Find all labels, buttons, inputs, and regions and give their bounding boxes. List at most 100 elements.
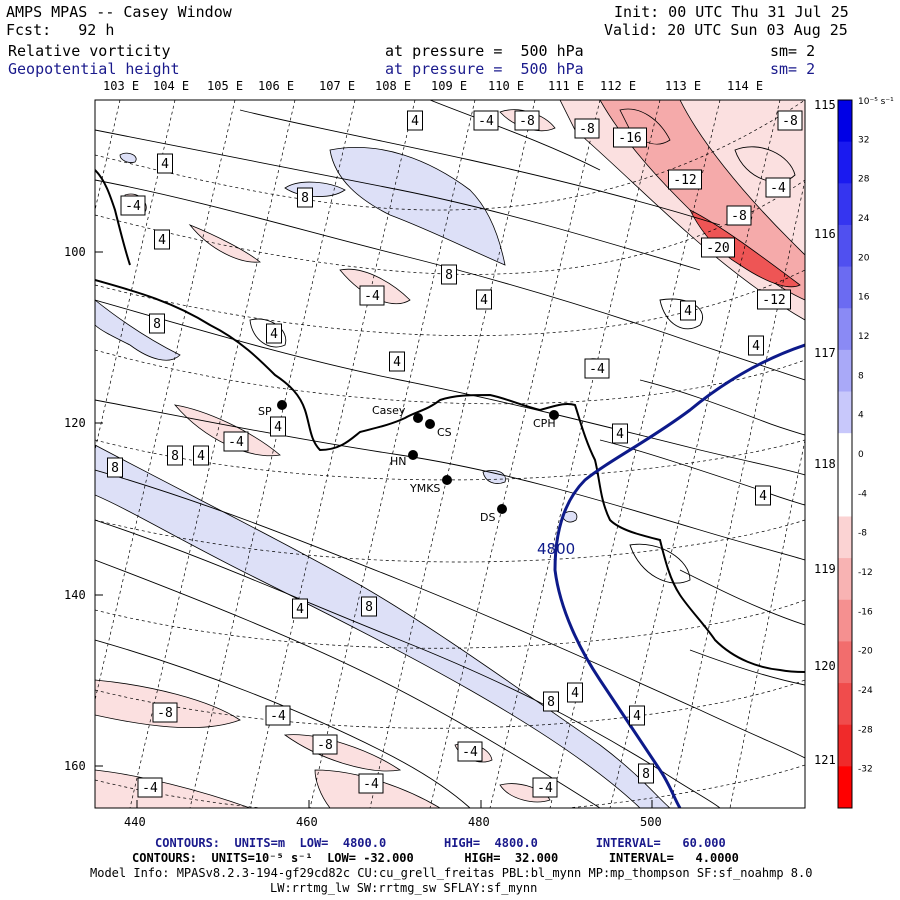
contour-label: -4: [478, 114, 494, 129]
contour-label: -8: [579, 122, 595, 137]
contour-label: 4: [752, 339, 760, 354]
contour-label: 4: [571, 686, 579, 701]
contour-label: -12: [762, 293, 785, 308]
contour-label: 8: [111, 461, 119, 476]
colorbar-label: -4: [858, 489, 867, 499]
contour-label-box: [120, 195, 146, 216]
x-tick-label: 460: [296, 815, 318, 829]
contour-label-box: [701, 237, 735, 258]
colorbar-segment: [838, 433, 852, 476]
contour-label-box: [476, 289, 492, 310]
contour-label-box: [266, 323, 282, 344]
x-tick-label: 500: [640, 815, 662, 829]
colorbar-label: 0: [858, 450, 864, 460]
contour-label-box: [152, 702, 178, 723]
longitude-label: 109 E: [431, 79, 467, 93]
field1-level: at pressure = 500 hPa: [385, 42, 584, 60]
field2-smoothing: sm= 2: [770, 60, 816, 78]
contour-label-box: [757, 289, 791, 310]
top-longitude-labels: 103 E 104 E 105 E 106 E 107 E 108 E 109 E 110 E…: [103, 79, 763, 93]
contour-label: -4: [125, 199, 141, 214]
contour-label-box: [358, 773, 384, 794]
contour-label: -4: [142, 781, 158, 796]
footer-model-info: Model Info: MPASv8.2.3-194-gf29cd82c CU:…: [90, 866, 813, 880]
colorbar-label: 4: [858, 411, 864, 421]
colorbar-segment: [838, 641, 852, 684]
contour-label: 8: [547, 695, 555, 710]
contour-label: 8: [171, 449, 179, 464]
contour-label-box: [680, 300, 696, 321]
y-tick-label: 160: [64, 759, 86, 773]
colorbar-label: 16: [858, 293, 870, 303]
map-area: 4 -4 -8 -8 -16 -8 4 8 -4 -12 -4 4 -8 -20 8 -4 4 -12 8 4 4 4 4 -…: [95, 100, 805, 808]
station-marker: [413, 413, 423, 423]
field2-level: at pressure = 500 hPa: [385, 60, 584, 78]
contour-label: 4: [480, 293, 488, 308]
station-marker: [549, 410, 559, 420]
colorbar-label: -32: [858, 765, 873, 775]
colorbar-label: -8: [858, 529, 867, 539]
positive-vorticity-shading: [95, 147, 671, 808]
longitude-label: 113 E: [665, 79, 701, 93]
colorbar-label: -28: [858, 725, 873, 735]
colorbar-label: 12: [858, 332, 869, 342]
x-tick-label: 480: [468, 815, 490, 829]
y-tick-label: 100: [64, 245, 86, 259]
station-label: SP: [258, 405, 272, 418]
contour-label-box: [265, 705, 291, 726]
contour-label-box: [193, 445, 209, 466]
contour-label-box: [149, 313, 165, 334]
contour-label-box: [777, 110, 803, 131]
map-title: AMPS MPAS -- Casey Window: [6, 3, 232, 21]
longitude-label: 111 E: [548, 79, 584, 93]
contour-label: 8: [153, 317, 161, 332]
y-tick-label: 120: [64, 416, 86, 430]
colorbar-label: -20: [858, 647, 873, 657]
contour-label: 8: [301, 191, 309, 206]
contour-label: -20: [706, 241, 729, 256]
x-tick-label: 440: [124, 815, 146, 829]
contour-label: 4: [270, 327, 278, 342]
colorbar-unit: 10⁻⁵ s⁻¹: [858, 97, 894, 107]
coastline: [95, 169, 805, 673]
contour-label-box: [107, 457, 123, 478]
colorbar-segment: [838, 266, 852, 309]
longitude-label: 103 E: [103, 79, 139, 93]
contour-label: 4: [616, 427, 624, 442]
field1-name: Relative vorticity: [8, 42, 171, 60]
station-marker: [442, 475, 452, 485]
negative-vorticity-shading: [95, 100, 805, 808]
contour-label-box: [514, 110, 540, 131]
colorbar-label: 24: [858, 214, 870, 224]
longitude-label: 105 E: [207, 79, 243, 93]
contour-label: 4: [274, 420, 282, 435]
contour-label: -8: [782, 114, 798, 129]
contour-label-box: [613, 127, 647, 148]
footer-height-contours: CONTOURS: UNITS=m LOW= 4800.0 HIGH= 4800…: [155, 836, 726, 850]
contour-label-box: [389, 351, 405, 372]
contour-label: 8: [642, 767, 650, 782]
contour-label: 4: [684, 304, 692, 319]
station-label: CPH: [533, 417, 556, 430]
contour-label-box: [223, 431, 249, 452]
contour-label: -8: [731, 209, 747, 224]
y-tick-label: 140: [64, 588, 86, 602]
contour-label-box: [629, 705, 645, 726]
contour-label-box: [359, 285, 385, 306]
colorbar-segment: [838, 349, 852, 393]
contour-label: -8: [157, 706, 173, 721]
contour-label-box: [297, 187, 313, 208]
footer-model-physics: LW:rrtmg_lw SW:rrtmg_sw SFLAY:sf_mynn: [270, 881, 538, 895]
contour-label: 4: [161, 157, 169, 172]
colorbar-label: 32: [858, 135, 869, 145]
contour-label-box: [638, 763, 654, 784]
contour-label-box: [407, 110, 423, 131]
stations: SP Casey CS HN YMKS DS CPH: [258, 400, 559, 524]
colorbar-segment: [838, 391, 852, 434]
contour-label: -8: [519, 114, 535, 129]
contour-label: -4: [363, 777, 379, 792]
contour-label: 4: [393, 355, 401, 370]
station-label: DS: [480, 511, 495, 524]
